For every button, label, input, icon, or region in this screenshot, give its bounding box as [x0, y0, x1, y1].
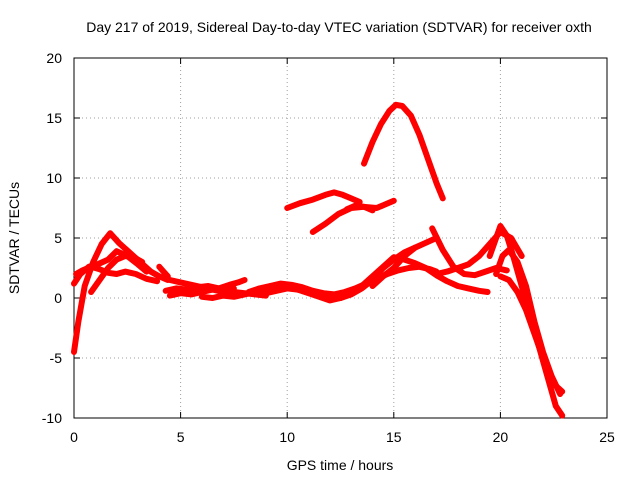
series-track-o [343, 202, 376, 214]
y-tick-label: -10 [42, 410, 62, 426]
series-track-r [429, 225, 510, 279]
series-track-p [361, 101, 446, 202]
series-track-v [497, 273, 566, 395]
x-tick-label: 25 [599, 429, 615, 445]
y-tick-label: 5 [54, 230, 62, 246]
series-track-t [486, 223, 566, 419]
chart-title: Day 217 of 2019, Sidereal Day-to-day VTE… [86, 19, 592, 35]
series-track-l [273, 254, 491, 304]
x-tick-label: 15 [386, 429, 402, 445]
x-tick-label: 0 [70, 429, 78, 445]
y-tick-label: 20 [46, 50, 62, 66]
x-tick-label: 20 [493, 429, 509, 445]
series-track-m [284, 189, 363, 211]
y-tick-label: 15 [46, 110, 62, 126]
x-axis-label: GPS time / hours [287, 457, 394, 473]
series-track-q [369, 235, 440, 289]
series-track-e [156, 263, 171, 280]
axis-ticks: 0 5 10 15 20 25 -10 -5 0 5 10 15 20 [42, 50, 615, 445]
y-axis-label: SDTVAR / TECUs [6, 182, 22, 294]
y-tick-label: -5 [50, 350, 63, 366]
grid [74, 58, 607, 418]
y-tick-label: 10 [46, 170, 62, 186]
plot-frame [73, 57, 608, 419]
data-series [71, 101, 566, 419]
series-track-d [88, 253, 146, 295]
y-tick-label: 0 [54, 290, 62, 306]
series-track-j [245, 263, 440, 298]
x-tick-label: 10 [279, 429, 295, 445]
series-track-c [73, 263, 161, 285]
x-tick-label: 5 [177, 429, 185, 445]
series-track-a [71, 230, 171, 355]
